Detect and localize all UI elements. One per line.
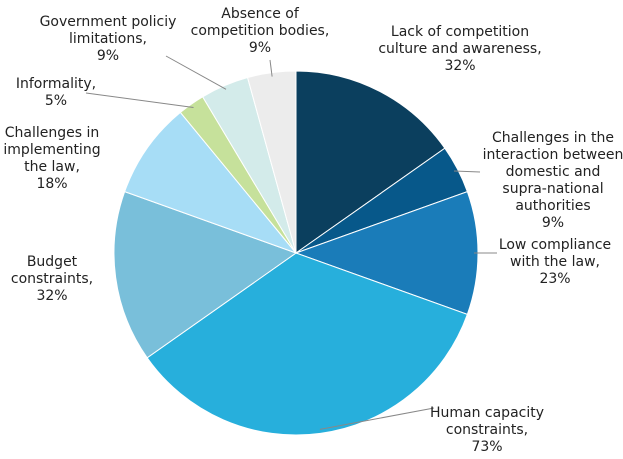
- slice-value-label: 9%: [542, 215, 564, 231]
- slice-label: interaction between: [483, 147, 623, 163]
- slice-label: Challenges in: [5, 125, 100, 141]
- pie-slice: [113, 190, 298, 359]
- slice-label: Absence of: [221, 6, 300, 22]
- slice-value-label: 32%: [444, 58, 475, 74]
- slice-value-label: 23%: [539, 271, 570, 287]
- slice-label: constraints,: [446, 422, 528, 438]
- pie-slice: [295, 70, 446, 254]
- slice-label: implementing: [3, 142, 100, 158]
- slice-label: Lack of competition: [391, 24, 529, 40]
- slice-label: Human capacity: [430, 405, 544, 421]
- slice-label: authorities: [515, 198, 590, 214]
- slice-label: domestic and: [506, 164, 601, 180]
- leader-line: [453, 170, 481, 173]
- slice-label: the law,: [24, 159, 80, 175]
- slice-label: Low compliance: [499, 237, 611, 253]
- slice-label: Challenges in the: [492, 130, 614, 146]
- pie-slice: [124, 111, 298, 255]
- slice-value-label: 5%: [45, 93, 67, 109]
- slice-value-label: 9%: [249, 40, 271, 56]
- slice-value-label: 18%: [36, 176, 67, 192]
- slice-label: Informality,: [16, 76, 96, 92]
- slice-label: Budget: [27, 254, 78, 270]
- slice-value-label: 9%: [97, 48, 119, 64]
- leader-line: [319, 407, 435, 430]
- slice-label: constraints,: [11, 271, 93, 287]
- leader-line: [85, 92, 194, 108]
- leader-line: [269, 59, 273, 77]
- slice-label: limitations,: [69, 31, 147, 47]
- leader-line: [165, 55, 227, 90]
- slice-value-label: 32%: [36, 288, 67, 304]
- slice-value-label: 73%: [471, 439, 502, 455]
- slice-label: competition bodies,: [191, 23, 330, 39]
- slice-label: with the law,: [510, 254, 600, 270]
- slice-label: supra-national: [502, 181, 603, 197]
- slice-label: Government policiy: [40, 14, 177, 30]
- slice-label: culture and awareness,: [378, 41, 541, 57]
- pie-slice: [146, 252, 468, 436]
